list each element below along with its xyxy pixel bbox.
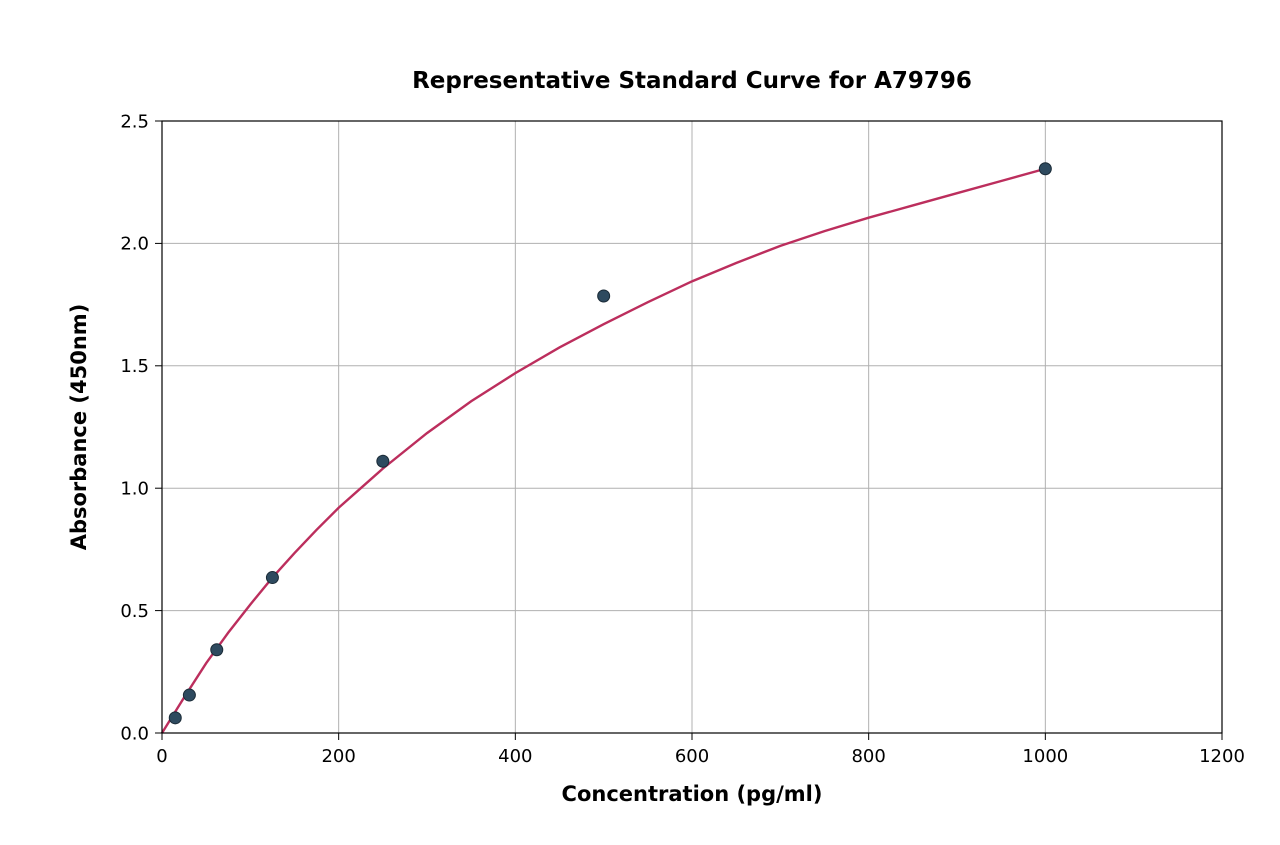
x-axis-label: Concentration (pg/ml) [562,782,823,806]
x-tick-label: 200 [321,746,355,767]
data-point [377,455,389,467]
data-point [598,290,610,302]
y-tick-label: 2.5 [120,111,149,132]
y-tick-label: 1.5 [120,356,149,377]
data-point [1039,163,1051,175]
x-tick-label: 1200 [1199,746,1245,767]
x-tick-label: 800 [851,746,885,767]
x-tick-label: 0 [156,746,167,767]
y-tick-label: 1.0 [120,479,149,500]
data-point [169,712,181,724]
data-point [211,644,223,656]
chart-title: Representative Standard Curve for A79796 [412,68,972,94]
x-tick-label: 1000 [1022,746,1068,767]
data-point [183,689,195,701]
y-tick-label: 0.0 [120,723,149,744]
data-point [266,572,278,584]
standard-curve-chart: 0 200 400 600 800 1000 1200 0.0 0.5 1.0 1.5 2.0 2.5 R… [0,0,1280,845]
chart-container: 0 200 400 600 800 1000 1200 0.0 0.5 1.0 1.5 2.0 2.5 R… [0,0,1280,845]
y-axis-label: Absorbance (450nm) [67,304,91,551]
x-tick-label: 600 [675,746,709,767]
y-tick-label: 0.5 [120,601,149,622]
x-tick-label: 400 [498,746,532,767]
y-tick-label: 2.0 [120,234,149,255]
chart-background [0,0,1280,845]
